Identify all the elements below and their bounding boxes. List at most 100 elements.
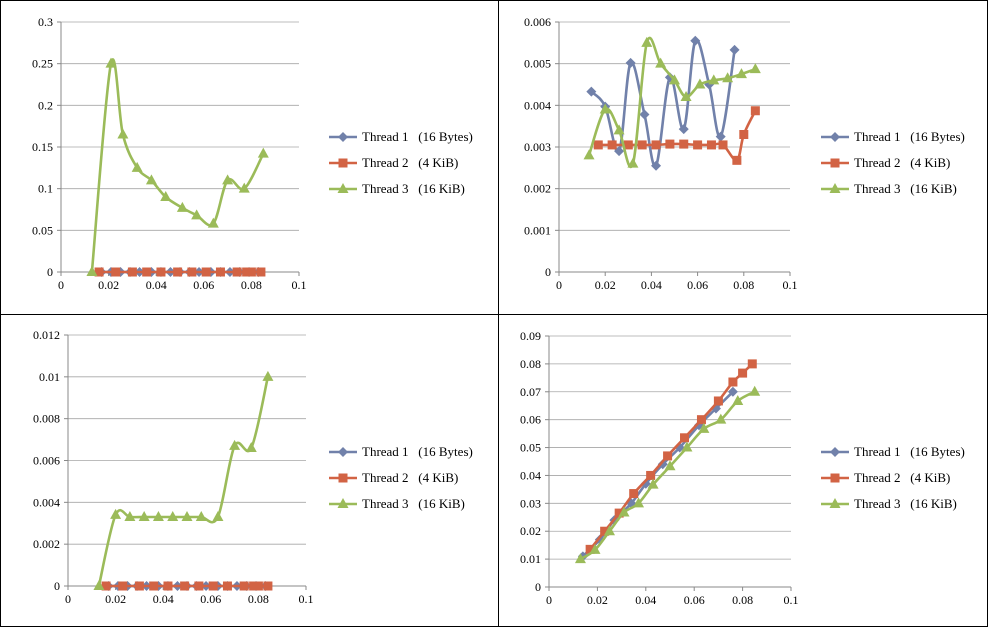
legend-item: Thread 3 (16 KiB): [329, 496, 465, 511]
data-point: [623, 140, 633, 150]
data-point: [706, 140, 716, 150]
y-tick-label: 0.006: [524, 15, 551, 29]
data-point: [229, 439, 241, 450]
x-tick-label: 0.08: [248, 592, 269, 606]
data-point: [134, 581, 144, 591]
x-tick-label: 0.08: [732, 593, 753, 607]
data-point: [160, 191, 172, 201]
y-tick-label: 0.08: [520, 357, 541, 371]
data-point: [246, 267, 256, 277]
x-tick-label: 0.02: [105, 592, 126, 606]
legend-marker: [338, 158, 348, 168]
legend-item: Thread 3 (16 KiB): [329, 181, 465, 196]
data-point: [604, 525, 615, 536]
legend-item: Thread 1 (16 Bytes): [329, 444, 473, 459]
data-point: [607, 140, 617, 150]
data-point: [208, 581, 218, 591]
data-point: [94, 267, 104, 277]
x-tick-label: 0.1: [292, 278, 307, 292]
data-point: [627, 157, 639, 168]
data-point: [242, 267, 252, 277]
y-tick-label: 0.001: [524, 223, 551, 237]
legend-marker: [338, 473, 348, 483]
legend-marker: [830, 473, 840, 483]
data-point: [693, 140, 703, 150]
data-point: [187, 267, 197, 277]
legend-label: Thread 1 (16 Bytes): [362, 444, 473, 459]
legend-label: Thread 3 (16 KiB): [854, 496, 957, 511]
legend-label: Thread 3 (16 KiB): [854, 181, 957, 196]
legend-item: Thread 1 (16 Bytes): [329, 129, 473, 144]
y-tick-label: 0.04: [520, 468, 541, 482]
x-tick-label: 0.02: [98, 278, 119, 292]
y-tick-label: 0.008: [33, 412, 60, 426]
x-tick-label: 0.06: [687, 278, 708, 292]
data-point: [249, 581, 259, 591]
data-point: [117, 128, 129, 139]
series-2: [101, 581, 273, 591]
data-point: [222, 581, 232, 591]
data-point: [163, 581, 173, 591]
y-tick-label: 0.06: [520, 413, 541, 427]
data-point: [669, 74, 680, 85]
data-point: [651, 140, 661, 150]
y-tick-label: 0.004: [524, 98, 551, 112]
data-point: [715, 413, 727, 424]
data-point: [722, 72, 734, 83]
y-tick-label: 0.07: [520, 385, 541, 399]
x-tick-label: 0.04: [146, 278, 167, 292]
data-point: [124, 510, 136, 521]
data-point: [238, 182, 250, 193]
data-point: [256, 267, 266, 277]
y-tick-label: 0.003: [524, 140, 551, 154]
x-tick-label: 0.06: [684, 593, 705, 607]
x-tick-label: 0.08: [733, 278, 754, 292]
data-point: [698, 422, 710, 433]
x-tick-label: 0.1: [784, 593, 799, 607]
data-point: [663, 451, 673, 461]
data-point: [149, 581, 159, 591]
legend-marker: [830, 158, 840, 168]
x-tick-label: 0: [546, 593, 552, 607]
data-point: [110, 508, 122, 519]
data-point: [657, 459, 668, 470]
legend-label: Thread 1 (16 Bytes): [854, 129, 965, 144]
data-point: [732, 155, 742, 165]
data-point: [586, 86, 597, 97]
data-point: [651, 160, 662, 171]
y-tick-label: 0.006: [33, 454, 60, 468]
legend-marker: [829, 498, 841, 508]
data-point: [680, 91, 692, 101]
legend-label: Thread 1 (16 Bytes): [362, 129, 473, 144]
data-point: [728, 377, 738, 387]
data-point: [665, 139, 675, 149]
data-point: [633, 497, 645, 508]
legend-marker: [829, 183, 841, 193]
legend-item: Thread 2 (4 KiB): [821, 155, 950, 170]
y-tick-label: 0.3: [38, 15, 53, 29]
data-point: [715, 131, 726, 142]
data-point: [618, 506, 630, 517]
y-tick-label: 0: [54, 579, 60, 593]
y-tick-label: 0: [535, 580, 541, 594]
data-point: [739, 130, 749, 139]
y-tick-label: 0.012: [33, 328, 60, 342]
legend-item: Thread 3 (16 KiB): [821, 181, 957, 196]
data-point: [600, 526, 610, 536]
data-point: [127, 267, 137, 277]
data-point: [195, 510, 207, 521]
data-point: [105, 57, 117, 68]
x-tick-label: 0: [65, 592, 71, 606]
legend-marker: [830, 447, 840, 457]
data-point: [679, 139, 689, 149]
y-tick-label: 0.2: [38, 98, 53, 112]
series-2: [593, 106, 760, 165]
data-point: [167, 510, 179, 521]
x-tick-label: 0.1: [783, 278, 798, 292]
chart-panel-2: 0 0.001 0.002 0.003 0.004 0.005 0.006 0 0.02 0.04…: [524, 15, 965, 292]
x-tick-label: 0.08: [241, 278, 262, 292]
x-tick-label: 0.1: [299, 592, 314, 606]
data-point: [678, 124, 689, 135]
